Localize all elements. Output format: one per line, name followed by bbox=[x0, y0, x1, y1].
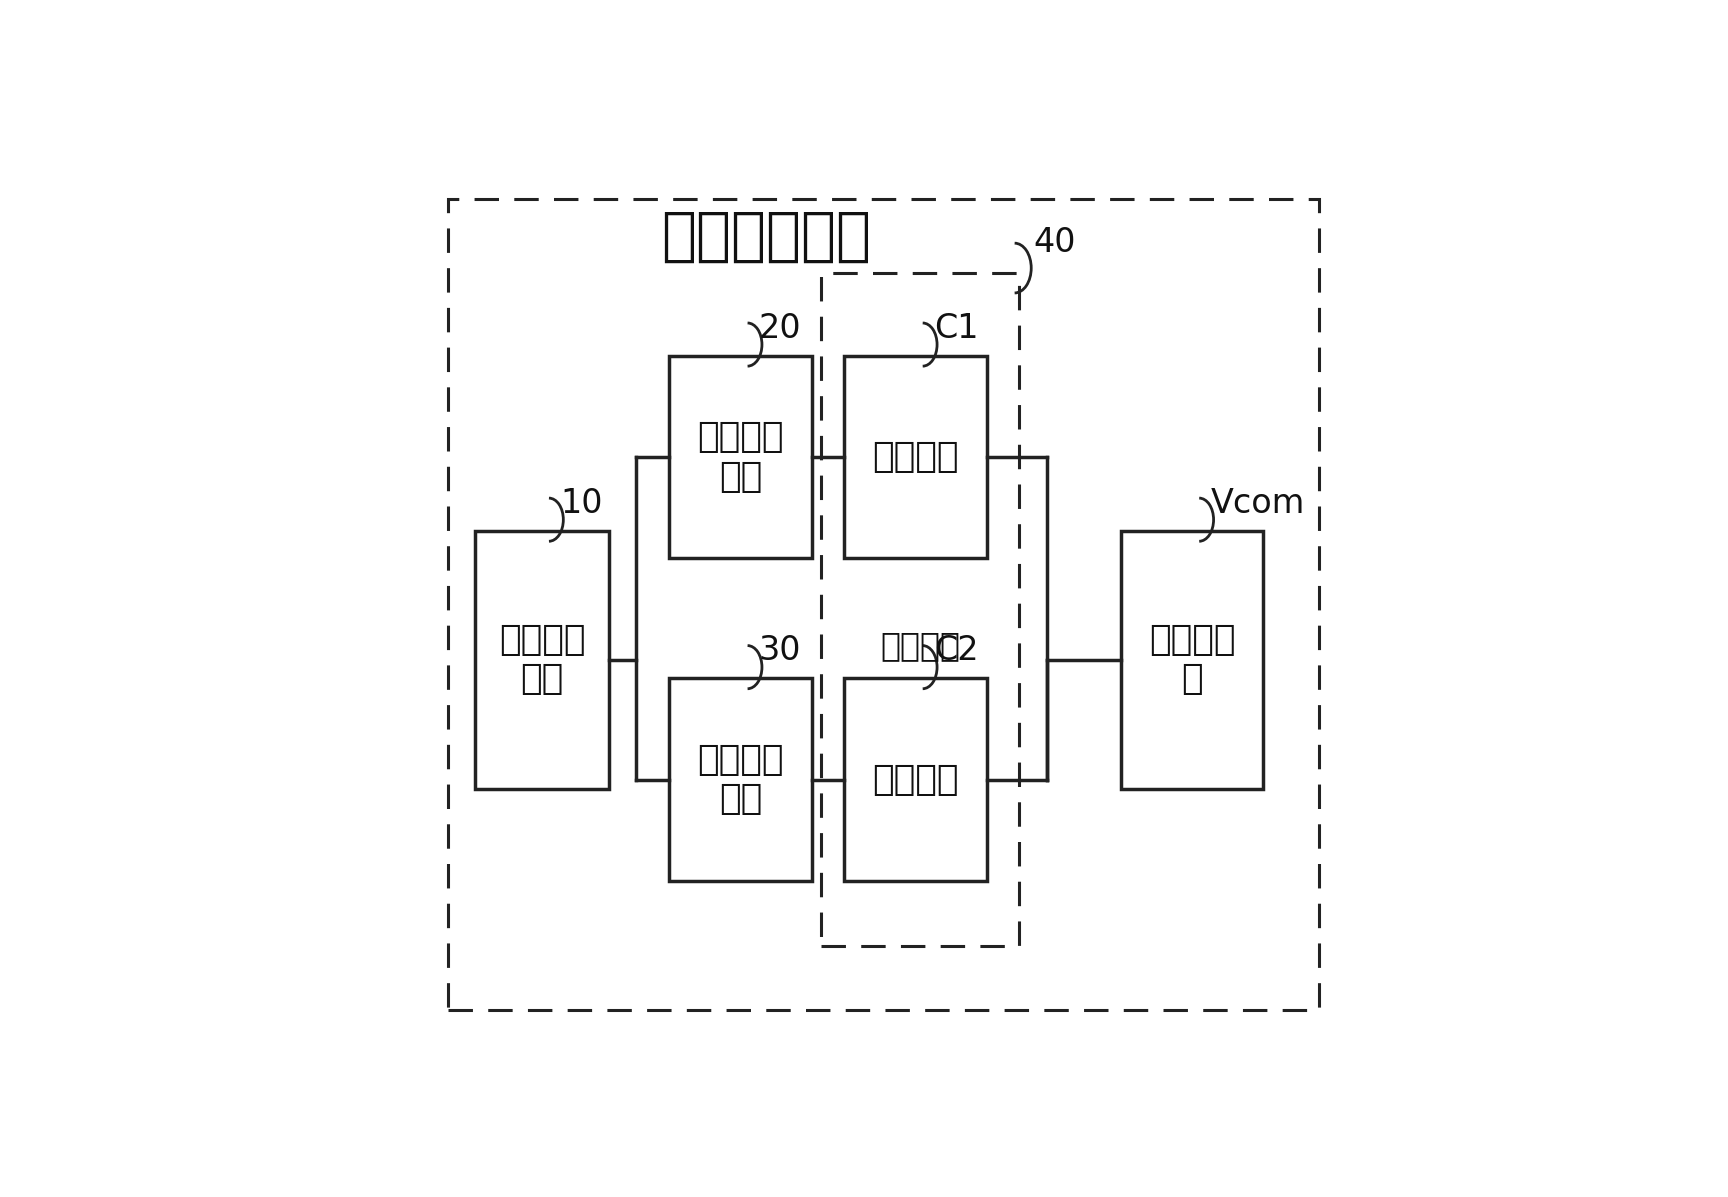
Text: 第一电容: 第一电容 bbox=[873, 440, 959, 474]
Text: 像素驱动电路: 像素驱动电路 bbox=[660, 207, 871, 265]
Bar bbox=[669, 679, 812, 881]
Text: 10: 10 bbox=[560, 487, 603, 519]
Text: 第二输入
模块: 第二输入 模块 bbox=[696, 743, 785, 816]
Text: 数据输入
模块: 数据输入 模块 bbox=[499, 624, 586, 697]
Text: 30: 30 bbox=[759, 634, 802, 667]
Text: Vcom: Vcom bbox=[1210, 487, 1305, 519]
Text: C2: C2 bbox=[933, 634, 978, 667]
Text: C1: C1 bbox=[933, 311, 978, 345]
Bar bbox=[669, 356, 812, 558]
Bar bbox=[843, 679, 987, 881]
Text: 第一输入
模块: 第一输入 模块 bbox=[696, 420, 785, 493]
Bar bbox=[843, 356, 987, 558]
Text: 像素电极: 像素电极 bbox=[881, 630, 961, 662]
Bar bbox=[821, 273, 1020, 946]
Bar bbox=[1121, 530, 1263, 789]
Text: 40: 40 bbox=[1033, 226, 1075, 259]
Bar bbox=[475, 530, 608, 789]
Text: 公共电压
端: 公共电压 端 bbox=[1149, 624, 1236, 697]
Text: 20: 20 bbox=[759, 311, 802, 345]
Text: 第二电容: 第二电容 bbox=[873, 762, 959, 797]
Bar bbox=[448, 199, 1318, 1010]
